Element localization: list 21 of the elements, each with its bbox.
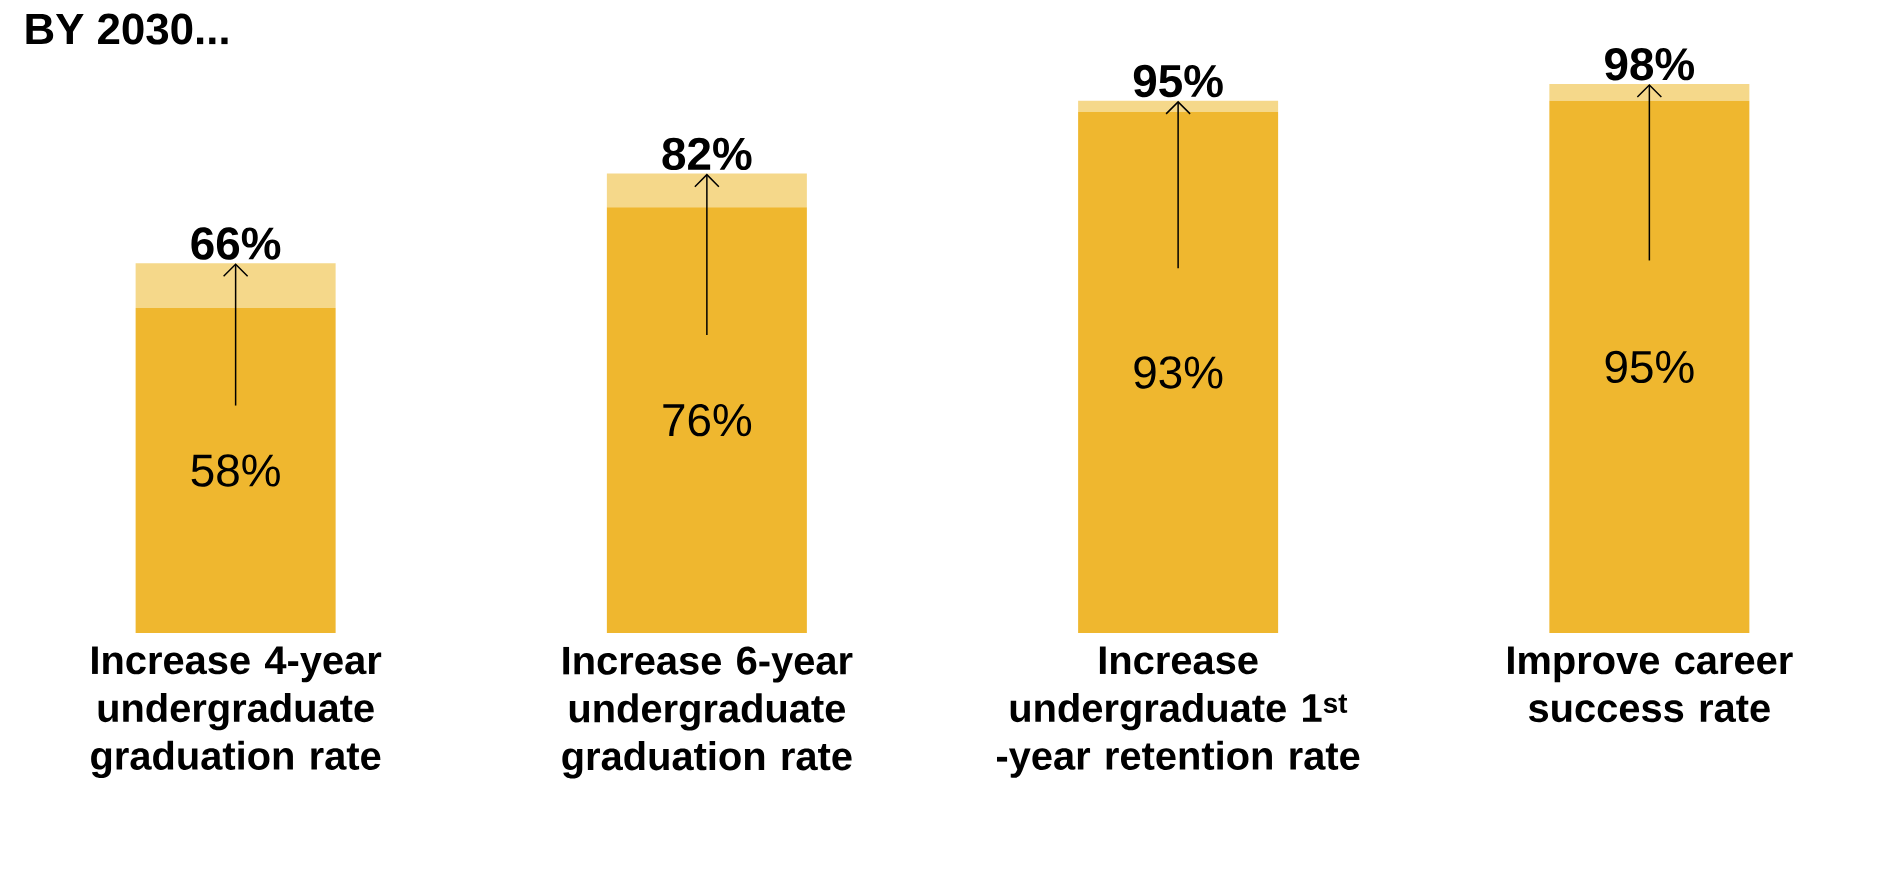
annotation: 95%	[1133, 64, 1223, 98]
bar	[135, 308, 336, 633]
annotation: 98%	[1605, 48, 1695, 81]
data-label: 76%	[663, 403, 752, 437]
data-label: 93%	[1134, 356, 1223, 389]
bar	[1549, 83, 1750, 101]
bar	[1549, 100, 1750, 633]
data-label: 58%	[191, 454, 280, 487]
x-tick-label: Increase undergraduate 1$^{st}$ -year retention rate	[996, 646, 1360, 778]
bar	[1078, 111, 1279, 633]
data-label: 95%	[1605, 350, 1694, 384]
bar	[606, 173, 807, 208]
annotation: 66%	[191, 227, 281, 260]
chart-title: BY 2030...	[26, 13, 228, 45]
bar	[1078, 100, 1279, 112]
annotation: 82%	[662, 137, 752, 171]
bar	[606, 207, 807, 633]
bar	[135, 263, 336, 309]
x-tick-label: Improve career success rate	[1508, 646, 1793, 723]
x-tick-label: Increase 6-year undergraduate graduation rate	[562, 646, 853, 779]
x-tick-label: Increase 4-year undergraduate graduation rate	[91, 646, 382, 779]
